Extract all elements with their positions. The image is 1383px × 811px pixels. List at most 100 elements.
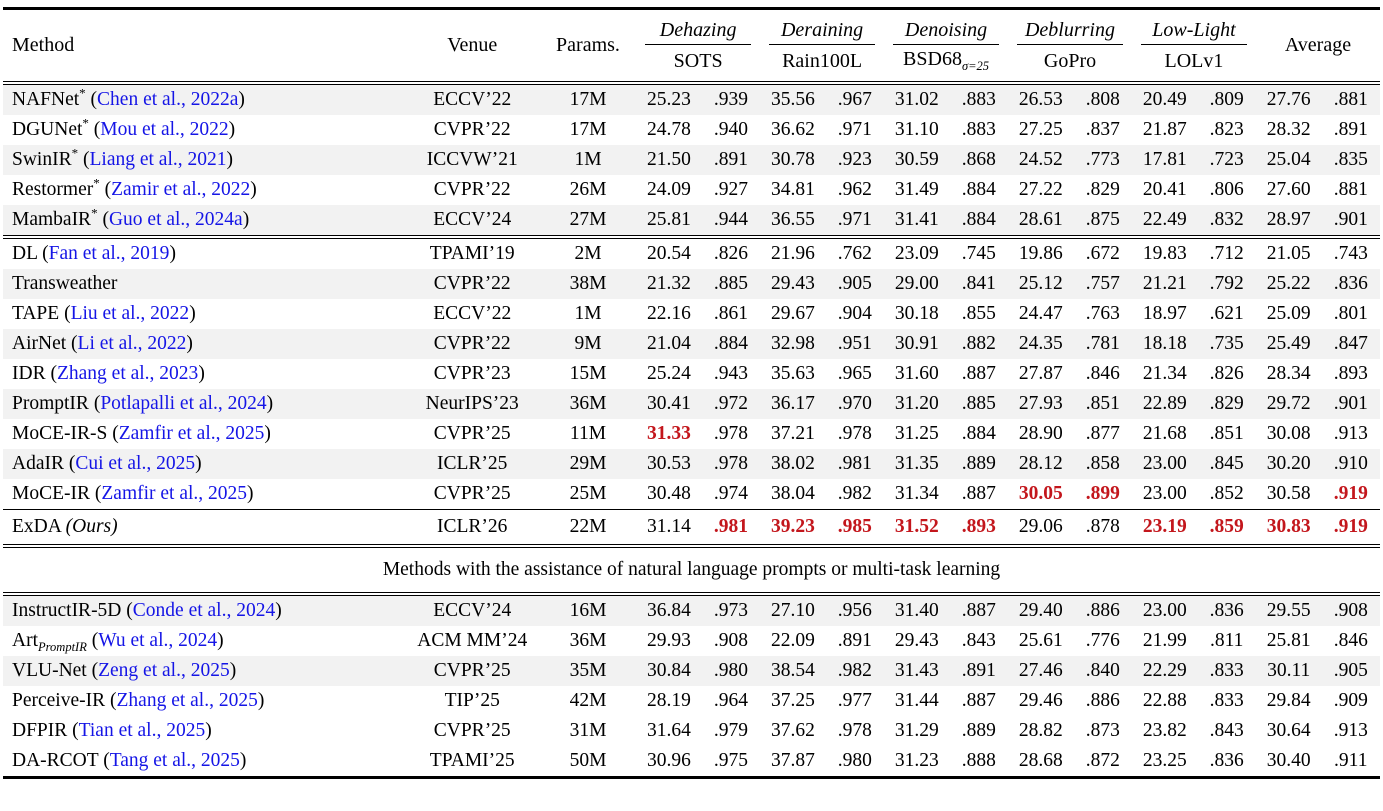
method-name: InstructIR-5D (12, 600, 122, 621)
psnr-value: 25.61 (1018, 630, 1063, 651)
dataset-header-sots: SOTS (636, 45, 760, 83)
psnr-value: 37.87 (770, 750, 815, 771)
citation-link[interactable]: Zamfir et al., 2025 (101, 483, 248, 504)
psnr-value: 21.21 (1142, 273, 1187, 294)
venue-cell: CVPR’22 (433, 119, 511, 140)
psnr-value: 23.09 (894, 243, 939, 264)
method-name: NAFNet (12, 89, 80, 110)
task-label-deraining: Deraining (769, 18, 876, 45)
block-all-in-one: DL (Fan et al., 2019) TPAMI’19 2M 20.54 .826… (3, 237, 1380, 510)
ssim-value: .843 (961, 630, 996, 651)
ssim-value: .833 (1209, 690, 1244, 711)
psnr-value: 24.52 (1018, 149, 1063, 170)
citation-link[interactable]: Cui et al., 2025 (75, 453, 196, 474)
venue-cell: CVPR’22 (433, 333, 511, 354)
ssim-value: .980 (837, 750, 872, 771)
ssim-value: .893 (961, 516, 996, 537)
citation-link[interactable]: Zhang et al., 2023 (56, 363, 199, 384)
section-header-row: Methods with the assistance of natural l… (3, 546, 1380, 594)
task-label-lowlight: Low-Light (1140, 18, 1247, 45)
params-cell: 29M (569, 453, 607, 474)
ssim-value: .888 (961, 750, 996, 771)
dataset-label-gopro: GoPro (1043, 49, 1097, 72)
psnr-value: 25.12 (1018, 273, 1063, 294)
ssim-value: .855 (961, 303, 996, 324)
psnr-value: 22.89 (1142, 393, 1187, 414)
psnr-value: 31.44 (894, 690, 939, 711)
ssim-value: .901 (1333, 209, 1368, 230)
ssim-value: .829 (1209, 393, 1244, 414)
citation-link[interactable]: Tian et al., 2025 (78, 720, 206, 741)
table-row: TAPE (Liu et al., 2022) ECCV’22 1M 22.16 .86… (3, 299, 1380, 329)
ssim-value: .763 (1085, 303, 1120, 324)
ssim-value: .940 (713, 119, 748, 140)
ssim-value: .962 (837, 179, 872, 200)
citation-link[interactable]: Mou et al., 2022 (100, 119, 229, 140)
dataset-label-rain100l: Rain100L (782, 49, 863, 72)
citation-link[interactable]: Liu et al., 2022 (70, 303, 190, 324)
section-header-label: Methods with the assistance of natural l… (3, 546, 1380, 594)
table-row: SwinIR* (Liang et al., 2021) ICCVW’21 1M 21… (3, 145, 1380, 175)
citation-link[interactable]: Chen et al., 2022a (97, 89, 239, 110)
ssim-value: .878 (1085, 516, 1120, 537)
ssim-value: .883 (961, 89, 996, 110)
ssim-value: .885 (713, 273, 748, 294)
method-name: VLU-Net (12, 660, 87, 681)
psnr-value: 37.25 (770, 690, 815, 711)
psnr-value: 25.23 (646, 89, 691, 110)
table-row: InstructIR-5D (Conde et al., 2024) ECCV’2… (3, 594, 1380, 626)
psnr-value: 31.33 (646, 423, 691, 444)
citation-link[interactable]: Guo et al., 2024a (108, 209, 243, 230)
psnr-value: 34.81 (770, 179, 815, 200)
psnr-value: 36.62 (770, 119, 815, 140)
citation-link[interactable]: Fan et al., 2019 (48, 243, 170, 264)
method-cell: AdaIR (Cui et al., 2025) (12, 453, 202, 474)
psnr-value: 24.78 (646, 119, 691, 140)
psnr-value: 27.76 (1266, 89, 1311, 110)
ssim-value: .972 (713, 393, 748, 414)
table-row: Restormer* (Zamir et al., 2022) CVPR’22 26… (3, 175, 1380, 205)
ssim-value: .887 (961, 483, 996, 504)
citation-link[interactable]: Zamir et al., 2022 (111, 179, 251, 200)
citation-link[interactable]: Tang et al., 2025 (109, 750, 240, 771)
psnr-value: 35.63 (770, 363, 815, 384)
psnr-value: 31.49 (894, 179, 939, 200)
params-cell: 9M (574, 333, 602, 354)
method-cell: ArtPromptIR (Wu et al., 2024) (12, 630, 224, 654)
citation-link[interactable]: Zhang et al., 2025 (116, 690, 258, 711)
ssim-value: .843 (1209, 720, 1244, 741)
citation-link[interactable]: Potlapalli et al., 2024 (100, 393, 267, 414)
method-name: DFPIR (12, 720, 68, 741)
ssim-value: .621 (1209, 303, 1244, 324)
venue-cell: CVPR’25 (433, 660, 511, 681)
ssim-value: .745 (961, 243, 996, 264)
citation-link[interactable]: Conde et al., 2024 (132, 600, 276, 621)
psnr-value: 29.72 (1266, 393, 1311, 414)
venue-cell: TPAMI’25 (429, 750, 515, 771)
params-cell: 35M (569, 660, 607, 681)
ssim-value: .971 (837, 209, 872, 230)
method-name: SwinIR (12, 149, 72, 170)
citation-link[interactable]: Liang et al., 2021 (89, 149, 227, 170)
psnr-value: 29.46 (1018, 690, 1063, 711)
ssim-value: .911 (1334, 750, 1368, 771)
citation-link[interactable]: Zeng et al., 2025 (98, 660, 230, 681)
method-name: Art (12, 630, 38, 651)
citation-link[interactable]: Li et al., 2022 (77, 333, 187, 354)
psnr-value: 38.54 (770, 660, 815, 681)
ssim-value: .875 (1085, 209, 1120, 230)
psnr-value: 25.04 (1266, 149, 1311, 170)
task-label-denoising: Denoising (893, 18, 1000, 45)
ssim-value: .859 (1209, 516, 1244, 537)
venue-cell: CVPR’25 (433, 483, 511, 504)
ssim-value: .846 (1333, 630, 1368, 651)
ssim-value: .939 (713, 89, 748, 110)
column-header-deblurring: Deblurring (1008, 9, 1132, 45)
table-row: DFPIR (Tian et al., 2025) CVPR’25 31M 31.64… (3, 716, 1380, 746)
psnr-value: 30.64 (1266, 720, 1311, 741)
citation-link[interactable]: Zamfir et al., 2025 (118, 423, 265, 444)
citation-link[interactable]: Wu et al., 2024 (98, 630, 218, 651)
ssim-value: .847 (1333, 333, 1368, 354)
psnr-value: 29.00 (894, 273, 939, 294)
ssim-value: .882 (961, 333, 996, 354)
